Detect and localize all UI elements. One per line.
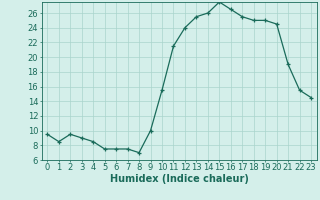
- X-axis label: Humidex (Indice chaleur): Humidex (Indice chaleur): [110, 174, 249, 184]
